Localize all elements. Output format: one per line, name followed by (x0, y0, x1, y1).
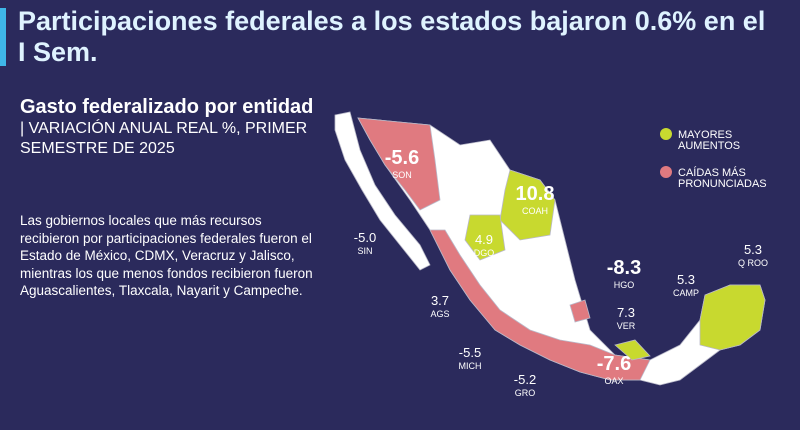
body-text: Las gobiernos locales que más recursos r… (20, 213, 313, 298)
region-veracruz (614, 339, 651, 361)
region-yucatan (699, 284, 766, 351)
value-label: 4.9 (475, 232, 493, 247)
state-label: AGS (430, 309, 449, 319)
map-labels: -5.6SON10.8COAH-5.0SIN4.9DGO-8.3HGO5.3Q … (354, 147, 768, 398)
state-label: CAMP (673, 288, 699, 298)
state-label: SON (392, 170, 412, 180)
legend-line: CAÍDAS MÁS (678, 166, 746, 179)
value-label: -5.5 (459, 345, 481, 360)
legend: MAYORES AUMENTOS CAÍDAS MÁS PRONUNCIADAS (660, 128, 767, 190)
value-label: -5.2 (514, 372, 536, 387)
region-pacific (429, 229, 651, 381)
mexico-map (334, 111, 766, 386)
value-label: 3.7 (431, 293, 449, 308)
subtitle-bold: Gasto federalizado por entidad (20, 96, 314, 118)
state-label: HGO (614, 280, 635, 290)
baja (334, 111, 431, 271)
value-label: 5.3 (677, 272, 695, 287)
region-sonora (357, 117, 441, 211)
legend-line: AUMENTOS (678, 140, 740, 152)
state-label: SIN (357, 246, 372, 256)
region-hidalgo (569, 299, 591, 323)
value-label: -5.6 (385, 147, 419, 169)
state-label: DGO (474, 248, 495, 258)
region-durango (464, 214, 506, 261)
legend-swatch (660, 128, 672, 140)
legend-line: PRONUNCIADAS (678, 178, 767, 190)
state-label: COAH (522, 206, 548, 216)
value-label: -8.3 (607, 257, 641, 279)
title: Participaciones federales a los estados … (18, 6, 766, 67)
legend-line: MAYORES (678, 129, 732, 141)
subtitle: Gasto federalizado por entidad | VARIACI… (20, 96, 320, 159)
value-label: 10.8 (516, 183, 555, 205)
legend-label: MAYORES AUMENTOS (678, 129, 740, 152)
state-label: MICH (459, 361, 482, 371)
legend-swatch (660, 166, 672, 178)
value-label: 7.3 (617, 305, 635, 320)
value-label: -5.0 (354, 230, 376, 245)
value-label: -7.6 (597, 353, 631, 375)
state-label: GRO (515, 388, 536, 398)
subtitle-rest: | VARIACIÓN ANUAL REAL %, PRIMER SEMESTR… (20, 120, 308, 157)
legend-label: CAÍDAS MÁS PRONUNCIADAS (678, 166, 767, 190)
state-label: OAX (604, 376, 623, 386)
accent-bar (0, 8, 6, 66)
value-label: 5.3 (744, 242, 762, 257)
region-coahuila (499, 169, 556, 241)
state-label: VER (617, 321, 636, 331)
state-label: Q ROO (738, 258, 768, 268)
